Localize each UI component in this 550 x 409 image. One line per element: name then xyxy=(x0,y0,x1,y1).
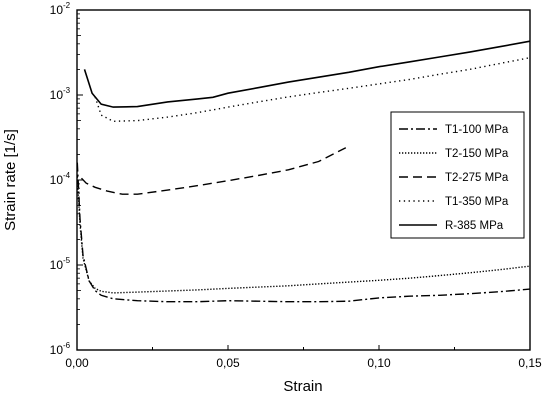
series-line-2 xyxy=(76,176,531,294)
y-tick-label: 10 xyxy=(50,173,64,187)
legend-box xyxy=(390,111,525,239)
legend: T1-100 MPa T2-150 MPa T2-275 MPa T1-350 MPa… xyxy=(390,111,525,239)
y-tick-exponent: -4 xyxy=(63,171,71,180)
legend-label-3: T2-275 MPa xyxy=(445,172,509,184)
series-line-5 xyxy=(83,40,531,108)
y-tick-exponent: -6 xyxy=(63,341,71,350)
x-tick-label: 0,05 xyxy=(216,356,240,370)
y-tick-label: 10 xyxy=(50,88,64,102)
x-tick-label: 0,10 xyxy=(367,356,391,370)
y-tick-exponent: -2 xyxy=(63,1,71,10)
legend-label-1: T1-100 MPa xyxy=(445,124,509,136)
y-tick-exponent: -5 xyxy=(63,256,71,265)
y-tick-label: 10 xyxy=(50,3,64,17)
series-layer xyxy=(76,40,531,303)
legend-label-4: T1-350 MPa xyxy=(445,196,509,208)
x-tick-label: 0,15 xyxy=(518,356,542,370)
y-tick-label: 10 xyxy=(50,343,64,357)
legend-label-2: T2-150 MPa xyxy=(445,148,509,160)
y-axis-title: Strain rate [1/s] xyxy=(2,129,19,231)
y-tick-exponent: -3 xyxy=(63,86,71,95)
x-axis-title: Strain xyxy=(283,378,322,395)
series-line-3 xyxy=(80,147,347,195)
series-line-4 xyxy=(94,57,531,123)
legend-label-5: R-385 MPa xyxy=(445,220,504,232)
x-tick-label: 0,00 xyxy=(65,356,89,370)
y-tick-label: 10 xyxy=(50,258,64,272)
